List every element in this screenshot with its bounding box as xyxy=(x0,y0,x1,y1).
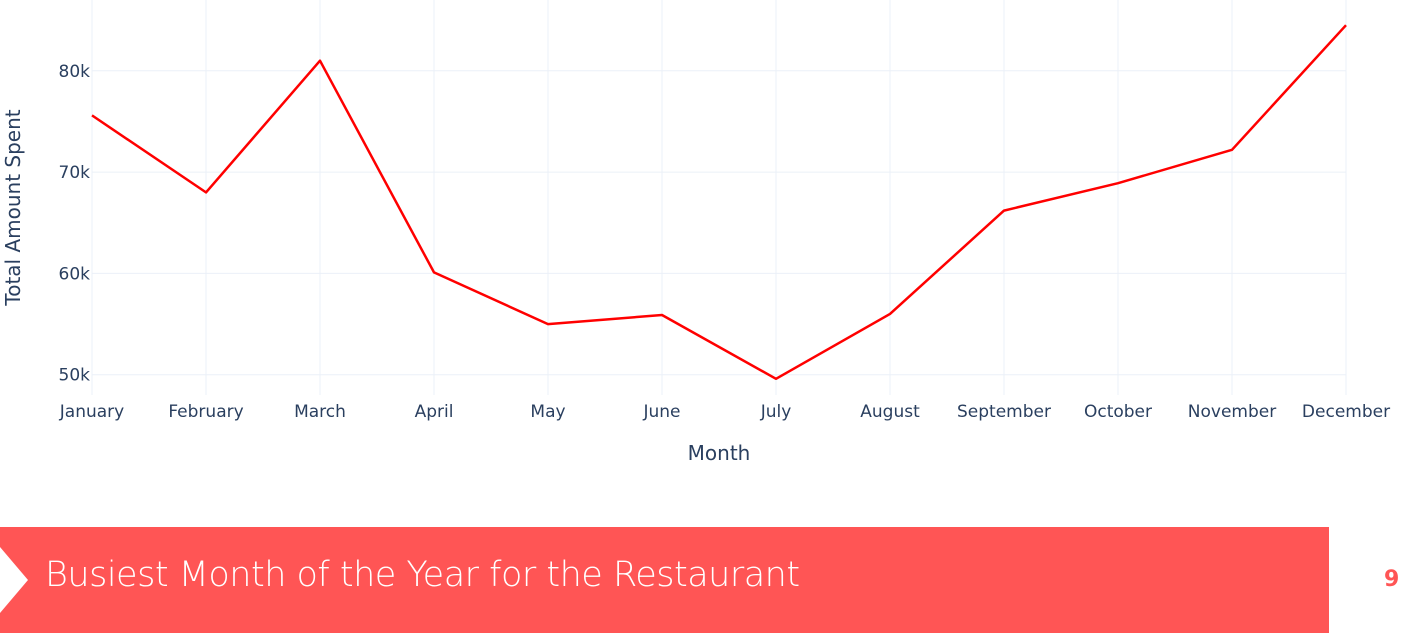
x-tick-label: October xyxy=(1084,402,1152,422)
x-tick-label: January xyxy=(59,402,124,422)
x-tick-label: March xyxy=(294,402,346,422)
slide-title-banner: Busiest Month of the Year for the Restau… xyxy=(0,527,1329,633)
x-tick-label: August xyxy=(860,402,920,422)
y-axis-title: Total Amount Spent xyxy=(1,109,25,306)
banner-notch xyxy=(0,547,28,613)
x-tick-label: May xyxy=(530,402,565,422)
y-tick-label: 60k xyxy=(59,264,91,284)
x-tick-labels: January February March April May June July Augu… xyxy=(59,402,1390,422)
x-tick-label: December xyxy=(1302,402,1390,422)
y-tick-label: 50k xyxy=(59,366,91,386)
x-tick-label: June xyxy=(642,402,680,422)
y-tick-label: 80k xyxy=(59,62,91,82)
x-tick-label: July xyxy=(760,402,792,422)
series-line xyxy=(91,24,1347,381)
x-tick-label: November xyxy=(1188,402,1276,422)
y-tick-label: 70k xyxy=(59,163,91,183)
x-tick-label: April xyxy=(415,402,454,422)
x-tick-label: September xyxy=(957,402,1051,422)
grid-lines xyxy=(91,0,1347,395)
page-number: 9 xyxy=(1384,567,1400,592)
y-tick-labels: 50k 60k 70k 80k xyxy=(59,62,91,386)
x-axis-title: Month xyxy=(688,441,751,465)
slide-title: Busiest Month of the Year for the Restau… xyxy=(45,555,800,595)
x-tick-label: February xyxy=(168,402,243,422)
line-chart: 50k 60k 70k 80k January February March April Ma… xyxy=(1,0,1390,465)
